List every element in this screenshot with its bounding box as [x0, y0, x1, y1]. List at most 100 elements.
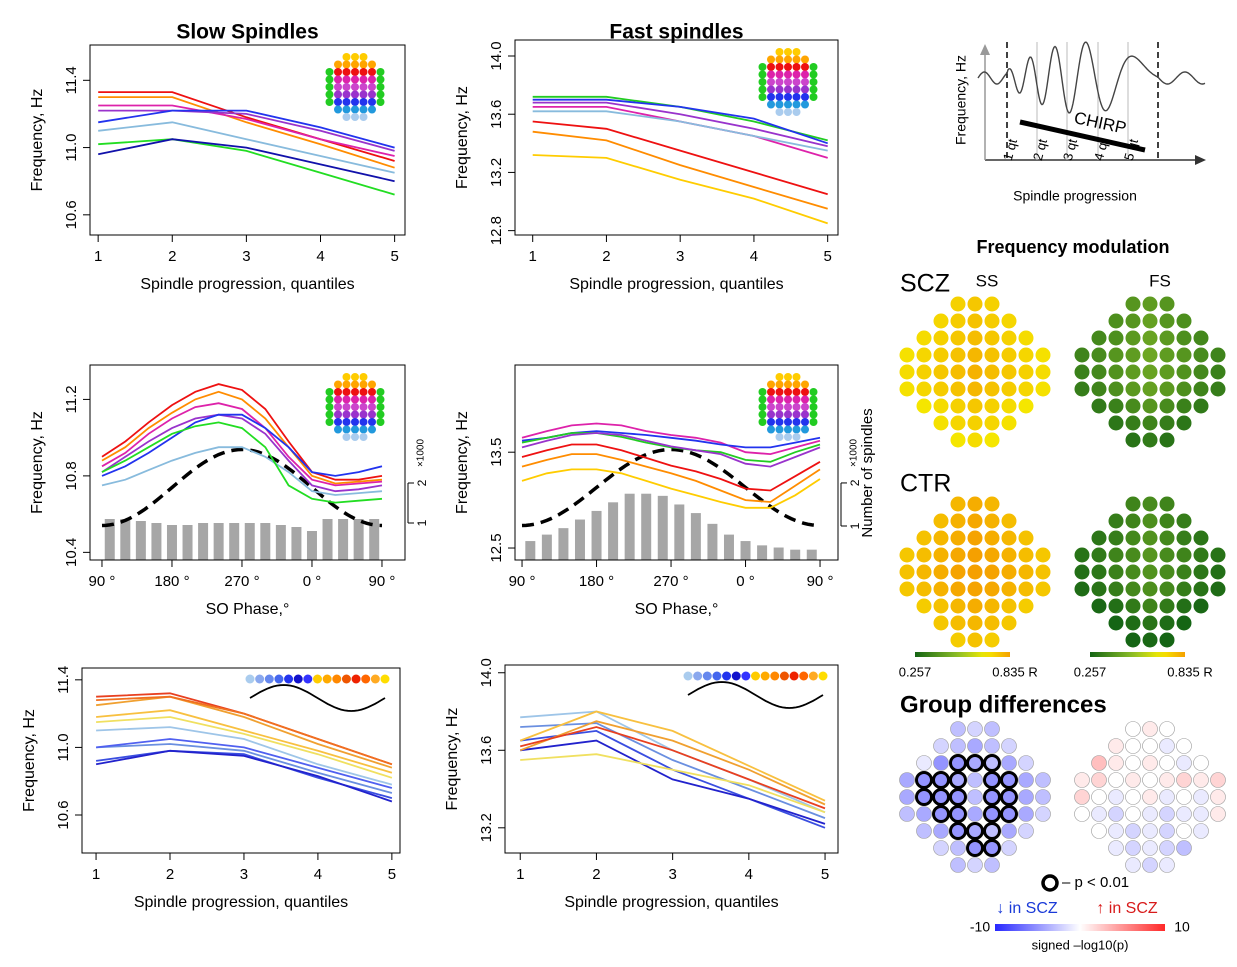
significance-ring [915, 771, 933, 789]
icon-dot [342, 380, 351, 389]
icon-dot [801, 425, 809, 434]
electrode [984, 415, 1000, 431]
electrode [1125, 772, 1141, 788]
electrode [1210, 381, 1226, 397]
electrode [950, 415, 966, 431]
bar [574, 519, 585, 560]
icon-dot [334, 395, 342, 404]
electrode [1159, 381, 1175, 397]
icon-dot [809, 70, 818, 79]
chirp-wave [977, 41, 1206, 114]
bar [558, 528, 569, 560]
electrode [1125, 415, 1141, 431]
icon-dot [784, 70, 792, 79]
icon-dot [351, 83, 359, 91]
y2-tick-label: 2 [848, 479, 862, 486]
electrode [933, 398, 949, 414]
icon-dot [359, 418, 368, 426]
icon-dot [801, 85, 809, 94]
bar [806, 549, 817, 560]
icon-dot [351, 418, 359, 426]
icon-dot [376, 388, 385, 396]
icon-dot [351, 68, 359, 76]
electrode [1176, 738, 1192, 754]
legend-label: – p < 0.01 [1062, 874, 1129, 891]
electrode [1142, 347, 1158, 363]
electrode [1176, 398, 1192, 414]
chirp-tick-label: 5 qt [1121, 137, 1141, 162]
icon-dot [359, 98, 368, 106]
y2-unit: ×1000 [849, 438, 860, 467]
significance-ring [1000, 788, 1018, 806]
electrode [1091, 755, 1107, 771]
electrode [1108, 755, 1124, 771]
electrode [1125, 581, 1141, 597]
phase-dot [741, 671, 751, 681]
icon-dot [784, 55, 792, 64]
icon-dot [376, 90, 385, 99]
bar [135, 521, 146, 560]
icon-dot [767, 93, 775, 101]
series-line [521, 453, 821, 503]
icon-dot [342, 410, 351, 419]
icon-dot [801, 78, 809, 86]
icon-dot [809, 85, 818, 94]
electrode [1176, 840, 1192, 856]
electrode [1125, 598, 1141, 614]
icon-dot [334, 410, 342, 419]
electrode [1018, 789, 1034, 805]
icon-dot [809, 403, 818, 411]
x-tick-label: 270 ° [653, 573, 688, 590]
bar [338, 519, 349, 560]
icon-dot [784, 373, 792, 381]
electrode [1159, 296, 1175, 312]
series-line [98, 138, 395, 183]
icon-dot [368, 388, 376, 396]
electrode [1159, 313, 1175, 329]
electrode [984, 615, 1000, 631]
icon-dot [325, 68, 334, 76]
icon-dot [351, 53, 359, 61]
significance-ring [983, 822, 1001, 840]
electrode [1035, 564, 1051, 580]
icon-dot [767, 63, 775, 71]
electrode [1159, 513, 1175, 529]
x-axis-label: SO Phase,° [635, 601, 719, 618]
x-tick-label: 5 [388, 866, 396, 883]
electrode [933, 581, 949, 597]
y-axis-label: Frequency, Hz [29, 411, 46, 514]
down-label: ↓ in SCZ [996, 900, 1058, 917]
series-line [98, 138, 395, 196]
icon-dot [351, 403, 359, 411]
electrode [916, 330, 932, 346]
electrode [1018, 364, 1034, 380]
bar [120, 519, 131, 560]
electrode [899, 772, 915, 788]
electrode [1125, 840, 1141, 856]
series-line [101, 413, 383, 477]
electrode [1176, 330, 1192, 346]
electrode [1125, 347, 1141, 363]
icon-dot [792, 70, 801, 79]
electrode [1125, 823, 1141, 839]
series-line [520, 739, 826, 825]
electrode [1142, 772, 1158, 788]
series-line [532, 101, 828, 148]
icon-dot [775, 403, 784, 411]
icon-dot [342, 418, 351, 426]
electrode [1091, 530, 1107, 546]
bar [166, 525, 177, 560]
electrode [1091, 598, 1107, 614]
icon-dot [784, 93, 792, 101]
icon-dot [342, 425, 351, 434]
icon-dot [368, 425, 376, 434]
electrode [984, 857, 1000, 873]
icon-dot [334, 403, 342, 411]
icon-dot [351, 410, 359, 419]
electrode [899, 381, 915, 397]
series-line [98, 121, 395, 174]
electrode [1125, 330, 1141, 346]
electrode [984, 330, 1000, 346]
electrode [984, 296, 1000, 312]
icon-dot [359, 433, 368, 441]
